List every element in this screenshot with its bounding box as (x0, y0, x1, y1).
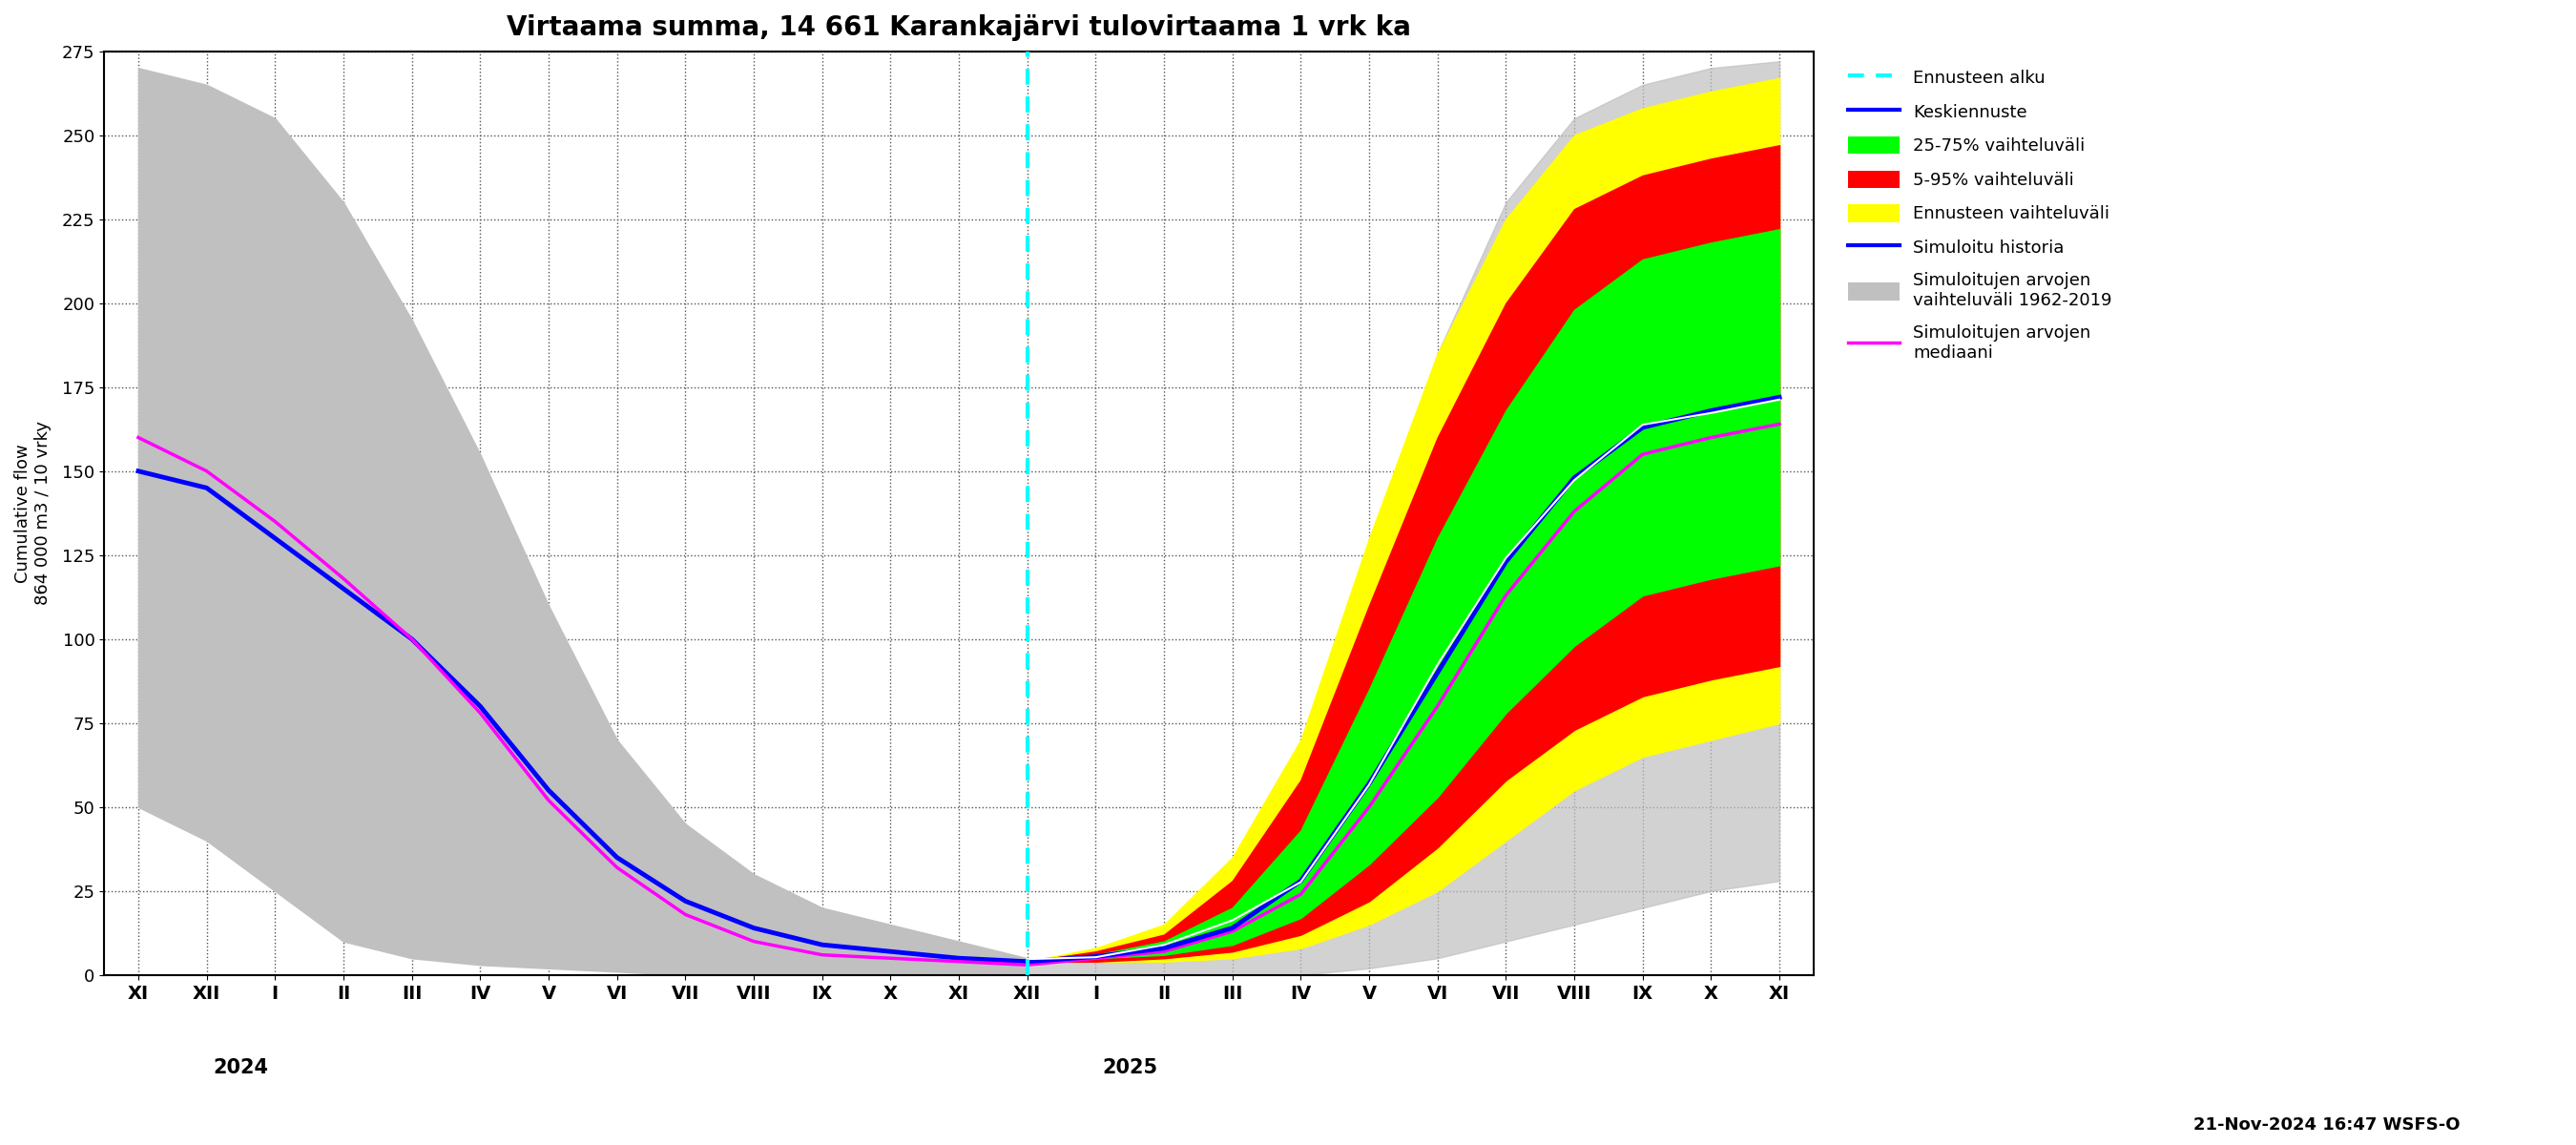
Title: Virtaama summa, 14 661 Karankajärvi tulovirtaama 1 vrk ka: Virtaama summa, 14 661 Karankajärvi tulo… (507, 14, 1412, 41)
Legend: Ennusteen alku, Keskiennuste, 25-75% vaihteluväli, 5-95% vaihteluväli, Ennusteen: Ennusteen alku, Keskiennuste, 25-75% vai… (1839, 60, 2120, 370)
Y-axis label: Cumulative flow
864 000 m3 / 10 vrky: Cumulative flow 864 000 m3 / 10 vrky (15, 421, 52, 606)
Text: 2024: 2024 (214, 1058, 268, 1077)
Text: 21-Nov-2024 16:47 WSFS-O: 21-Nov-2024 16:47 WSFS-O (2192, 1116, 2460, 1134)
Text: 2025: 2025 (1103, 1058, 1157, 1077)
